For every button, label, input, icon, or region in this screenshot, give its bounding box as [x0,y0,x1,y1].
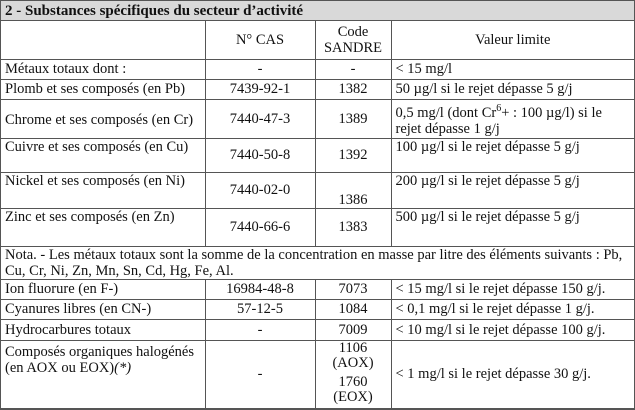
table-row: Ion fluorure (en F-) 16984-48-8 7073 < 1… [1,278,634,300]
cas-cell: - [204,318,316,341]
substance-cell: Cuivre et ses composés (en Cu) [1,137,206,173]
sandre-cell: - [314,58,392,80]
sandre-cell: 1382 [314,78,392,100]
limit-cell: 50 µg/l si le rejet dépasse 5 g/j [390,78,634,100]
header-sandre: Code SANDRE [314,21,392,60]
substance-cell: Hydrocarbures totaux [1,318,206,341]
header-sandre-line2: SANDRE [323,39,382,56]
limit-cell: 500 µg/l si le rejet dépasse 5 g/j [390,207,634,247]
limit-cell: 100 µg/l si le rejet dépasse 5 g/j [390,137,634,173]
sandre-cell: 1084 [314,298,392,320]
header-cas: N° CAS [204,21,316,60]
section-title: 2 - Substances spécifiques du secteur d’… [1,1,634,21]
sandre-aox: 1106 (AOX) [332,339,374,371]
footnote-marker: (*) [114,359,132,376]
limit-cell: < 15 mg/l si le rejet dépasse 150 g/j. [390,278,634,300]
sandre-cell: 7009 [314,318,392,341]
header-substance [1,21,206,60]
header-limit: Valeur limite [390,21,634,60]
cas-cell: 7440-02-0 [204,171,316,209]
substance-cell: Zinc et ses composés (en Zn) [1,207,206,247]
cas-cell: 7440-50-8 [204,137,316,173]
table-row: Zinc et ses composés (en Zn) 7440-66-6 1… [1,207,634,247]
sandre-cell: 7073 [314,278,392,300]
table-row: Cuivre et ses composés (en Cu) 7440-50-8… [1,137,634,173]
header-row: N° CAS Code SANDRE Valeur limite [1,21,634,60]
sandre-eox: 1760 (EOX) [333,373,373,405]
substance-cell: Métaux totaux dont : [1,58,206,80]
substance-cell: Ion fluorure (en F-) [1,278,206,300]
table-row: Nickel et ses composés (en Ni) 7440-02-0… [1,171,634,209]
table-row: Composés organiques halogénés (en AOX ou… [1,339,634,409]
limit-text: + : 100 µg/l) si le rejet dépasse 1 g/j [395,104,602,137]
cas-cell: 7440-47-3 [204,98,316,139]
substance-cell: Nickel et ses composés (en Ni) [1,171,206,209]
limit-cell: 0,5 mg/l (dont Cr6+ : 100 µg/l) si le re… [390,98,634,139]
limit-cell: 200 µg/l si le rejet dépasse 5 g/j [390,171,634,209]
substance-cell: Plomb et ses composés (en Pb) [1,78,206,100]
sandre-cell: 1389 [314,98,392,139]
limit-text: 0,5 mg/l (dont Cr [395,104,497,121]
header-sandre-line1: Code [337,23,369,40]
limit-cell: < 1 mg/l si le rejet dépasse 30 g/j. [390,339,634,409]
limit-cell: < 15 mg/l [390,58,634,80]
cas-cell: 7440-66-6 [204,207,316,247]
limit-cell: < 0,1 mg/l si le rejet dépasse 1 g/j. [390,298,634,320]
substance-cell: Composés organiques halogénés (en AOX ou… [1,339,206,409]
cas-cell: - [204,339,316,409]
sandre-cell: 1392 [314,137,392,173]
sandre-cell: 1386 [314,171,392,209]
note-row: Nota. - Les métaux totaux sont la somme … [1,245,634,280]
substance-cell: Cyanures libres (en CN-) [1,298,206,320]
substance-text: Composés organiques halogénés (en AOX ou… [5,343,195,376]
sandre-cell: 1383 [314,207,392,247]
table-row: Chrome et ses composés (en Cr) 7440-47-3… [1,98,634,139]
table-row: Hydrocarbures totaux - 7009 < 10 mg/l si… [1,318,634,341]
cas-cell: 16984-48-8 [204,278,316,300]
table-row: Métaux totaux dont : - - < 15 mg/l [1,58,634,80]
substance-cell: Chrome et ses composés (en Cr) [1,98,206,139]
substances-table: N° CAS Code SANDRE Valeur limite Métaux t… [1,21,634,409]
limit-superscript: 6 [496,102,502,114]
table-row: Cyanures libres (en CN-) 57-12-5 1084 < … [1,298,634,320]
cas-cell: 7439-92-1 [204,78,316,100]
sandre-cell: 1106 (AOX) 1760 (EOX) [314,339,392,409]
note-text: Nota. - Les métaux totaux sont la somme … [1,245,634,280]
table-row: Plomb et ses composés (en Pb) 7439-92-1 … [1,78,634,100]
cas-cell: - [204,58,316,80]
cas-cell: 57-12-5 [204,298,316,320]
limit-cell: < 10 mg/l si le rejet dépasse 100 g/j. [390,318,634,341]
